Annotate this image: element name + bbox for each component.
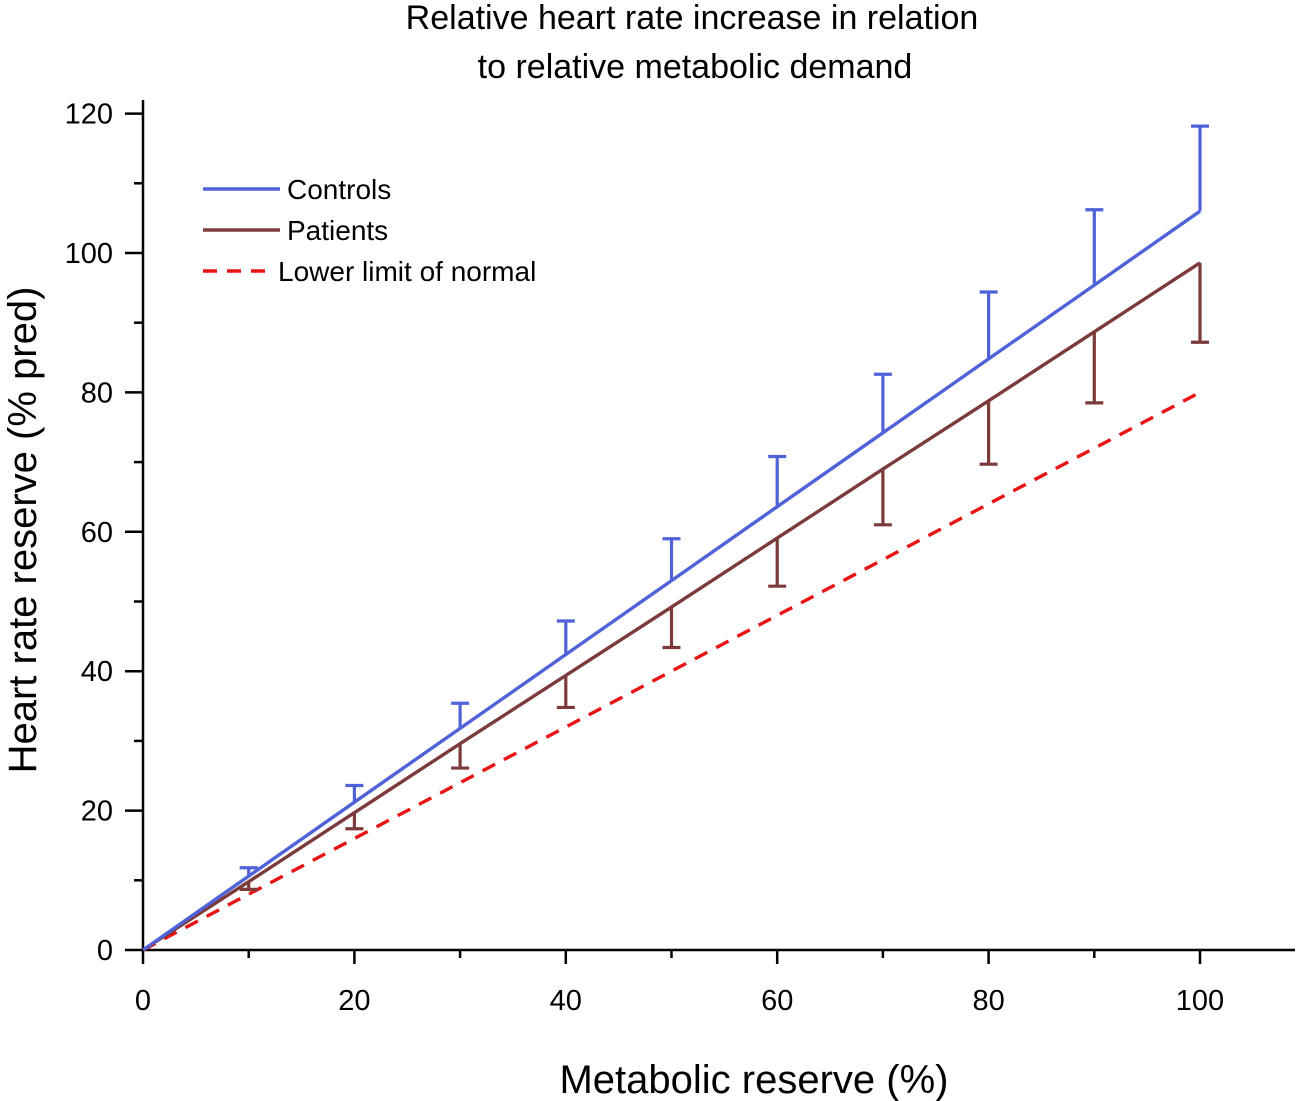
legend-label-lower-limit-of-normal: Lower limit of normal — [278, 256, 536, 287]
x-tick-label: 20 — [338, 985, 370, 1017]
y-tick-label: 120 — [65, 99, 113, 131]
legend-label-patients: Patients — [287, 215, 388, 246]
x-tick-label: 0 — [135, 985, 151, 1017]
series-layer — [142, 124, 1209, 952]
chart-title-line-1: Relative heart rate increase in relation — [406, 0, 979, 37]
legend: Controls Patients Lower limit of normal — [203, 174, 536, 287]
patients-line — [142, 261, 1201, 952]
y-tick-label: 0 — [97, 935, 113, 967]
y-axis-label: Heart rate reserve (% pred) — [1, 287, 45, 774]
y-tick-label: 100 — [65, 238, 113, 270]
x-tick-label: 80 — [972, 985, 1004, 1017]
x-tick-label: 100 — [1176, 985, 1224, 1017]
series-lower-limit-of-normal — [142, 390, 1201, 952]
lower-limit-of-normal-line — [142, 390, 1201, 952]
chart-title-line-2: to relative metabolic demand — [478, 48, 913, 86]
x-tick-label: 60 — [761, 985, 793, 1017]
y-tick-label: 20 — [81, 796, 113, 828]
controls-line — [142, 209, 1201, 952]
series-controls — [142, 124, 1209, 952]
x-tick-label: 40 — [550, 985, 582, 1017]
axes: 0 20 40 60 80 100 0 20 40 60 80 100 120 — [65, 99, 1295, 1017]
y-tick-label: 40 — [81, 656, 113, 688]
series-patients — [142, 261, 1209, 952]
y-tick-label: 60 — [81, 517, 113, 549]
x-axis-label: Metabolic reserve (%) — [559, 1058, 948, 1101]
y-tick-label: 80 — [81, 377, 113, 409]
legend-label-controls: Controls — [287, 174, 391, 205]
